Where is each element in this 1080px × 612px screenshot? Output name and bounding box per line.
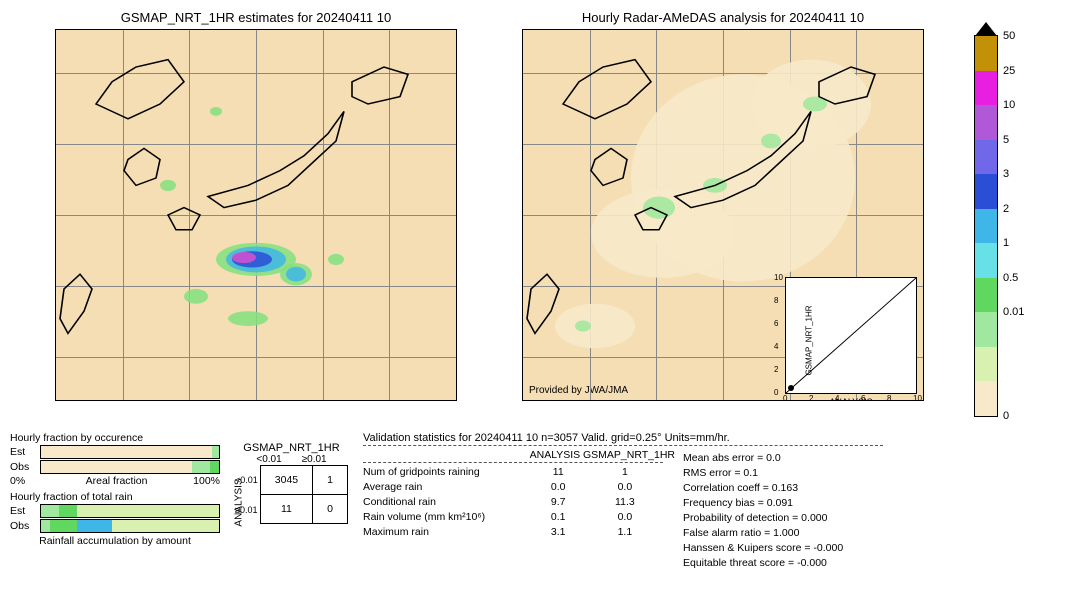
divider [363,462,663,463]
inset-xlabel: ANALYSIS [786,397,916,401]
right-map-title: Hourly Radar-AMeDAS analysis for 2024041… [522,10,924,25]
tot-obs-bar [40,519,220,533]
tot-est-bar [40,504,220,518]
axis-100: 100% [193,475,220,487]
metric-line: Frequency bias = 0.091 [683,497,843,509]
metric-line: RMS error = 0.1 [683,467,843,479]
colorbar-tick: 1 [1003,237,1009,249]
est-label: Est [10,446,40,458]
ct-cell: 3045 [260,466,312,495]
stats-col-2: GSMAP_NRT_1HR [583,449,663,461]
colorbar-overflow-icon [975,22,997,36]
divider [363,445,883,446]
colorbar-tick: 0 [1003,410,1009,422]
right-map: Provided by JWA/JMA 25°N30°N35°N40°N45°N… [522,29,924,401]
acc-title: Rainfall accumulation by amount [10,535,220,547]
stats-title: Validation statistics for 20240411 10 n=… [363,432,1070,444]
ct-cell: 1 [313,466,348,495]
inset-scatter: ANALYSISGSMAP_NRT_1HR02468100246810 [785,277,917,394]
left-map-panel: GSMAP_NRT_1HR estimates for 20240411 10 … [55,10,457,417]
colorbar-tick: 10 [1003,99,1015,111]
colorbar-tick: 0.01 [1003,306,1024,318]
stats-row: Maximum rain3.11.1 [363,526,663,538]
obs-label-2: Obs [10,520,40,532]
metric-line: Correlation coeff = 0.163 [683,482,843,494]
contingency-table: GSMAP_NRT_1HR <0.01 ≥0.01 <0.01 ≥0.01 30… [235,442,348,572]
colorbar-tick: 25 [1003,65,1015,77]
metric-line: Probability of detection = 0.000 [683,512,843,524]
fraction-bars: Hourly fraction by occurence Est Obs 0%A… [10,432,220,572]
stats-row: Rain volume (mm km²10⁶)0.10.0 [363,511,663,523]
metric-line: Mean abs error = 0.0 [683,452,843,464]
colorbar-tick: 2 [1003,203,1009,215]
metric-line: False alarm ratio = 1.000 [683,527,843,539]
stats-row: Num of gridpoints raining111 [363,466,663,478]
axis-label: Areal fraction [40,475,193,487]
stats-block: Validation statistics for 20240411 10 n=… [363,432,1070,572]
inset-ylabel: GSMAP_NRT_1HR [805,305,814,375]
metric-line: Equitable threat score = -0.000 [683,557,843,569]
left-map-title: GSMAP_NRT_1HR estimates for 20240411 10 [55,10,457,25]
stats-table: ANALYSIS GSMAP_NRT_1HR Num of gridpoints… [363,449,663,572]
ct-cell: 0 [313,495,348,524]
occ-title: Hourly fraction by occurence [10,432,220,444]
ctable-ylabel: ANALYSIS [234,478,245,526]
occ-obs-bar [40,460,220,474]
colorbar: 50251053210.50.010 [974,35,998,417]
tot-title: Hourly fraction of total rain [10,491,220,503]
colorbar-tick: 50 [1003,30,1015,42]
occ-est-bar [40,445,220,459]
left-map: 25°N30°N35°N40°N45°N125°E130°E135°E140°E… [55,29,457,401]
metric-line: Hanssen & Kuipers score = -0.000 [683,542,843,554]
obs-label: Obs [10,461,40,473]
ct-col-0: <0.01 [256,454,281,465]
colorbar-tick: 5 [1003,134,1009,146]
colorbar-tick: 3 [1003,168,1009,180]
est-label-2: Est [10,505,40,517]
ct-col-1: ≥0.01 [302,454,327,465]
ctable-title: GSMAP_NRT_1HR [235,442,348,454]
right-map-panel: Hourly Radar-AMeDAS analysis for 2024041… [522,10,924,417]
stats-col-1: ANALYSIS [527,449,583,461]
ct-cell: 11 [260,495,312,524]
stats-row: Average rain0.00.0 [363,481,663,493]
ctable-grid: 30451 110 [260,465,348,524]
metrics-list: Mean abs error = 0.0 RMS error = 0.1 Corre… [683,449,843,572]
colorbar-tick: 0.5 [1003,272,1018,284]
axis-0: 0% [10,475,40,487]
stats-row: Conditional rain9.711.3 [363,496,663,508]
